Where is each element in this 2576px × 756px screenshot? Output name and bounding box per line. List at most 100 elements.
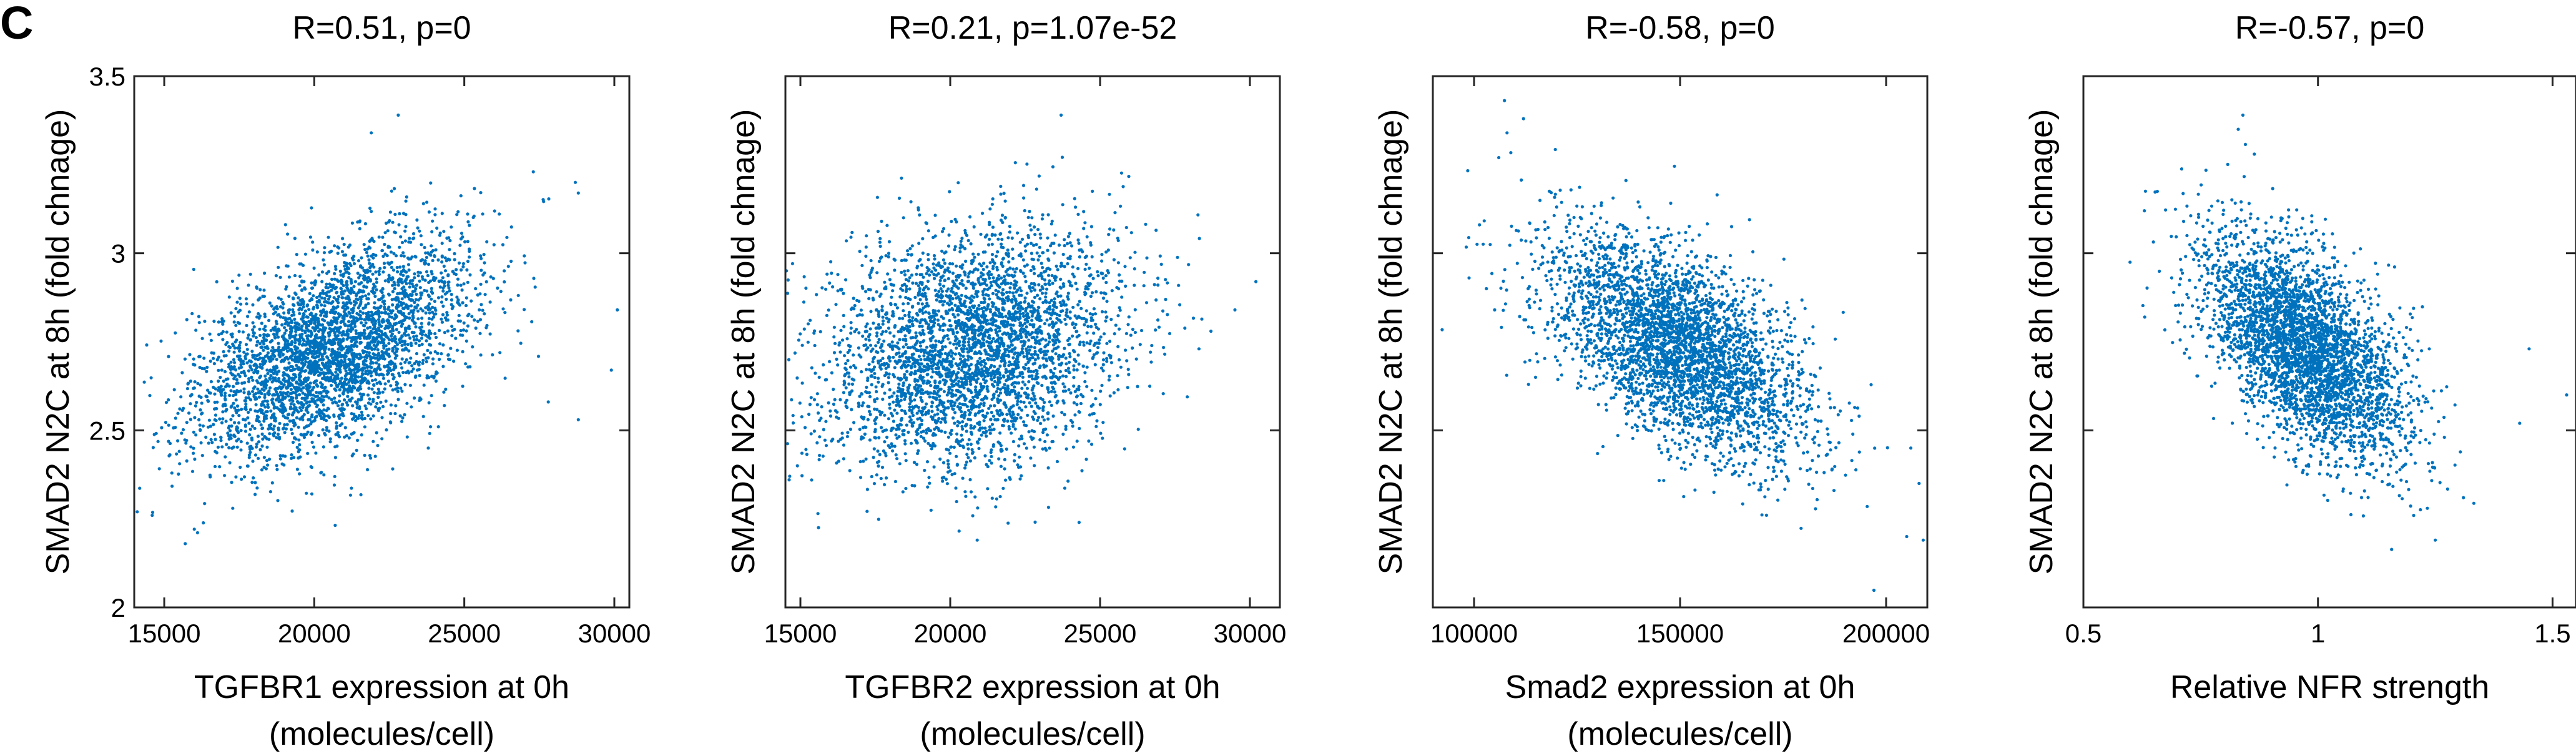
- scatter-point: [385, 428, 388, 432]
- scatter-point: [397, 371, 401, 375]
- scatter-points: [785, 113, 1258, 542]
- scatter-point: [303, 357, 307, 361]
- scatter-point: [287, 317, 290, 321]
- scatter-point: [337, 382, 342, 386]
- scatter-point: [1066, 292, 1070, 295]
- scatter-point: [483, 293, 487, 297]
- scatter-point: [263, 315, 267, 318]
- scatter-point: [399, 362, 403, 366]
- scatter-point: [262, 348, 265, 352]
- scatter-point: [311, 240, 315, 244]
- scatter-point: [440, 212, 444, 215]
- scatter-point: [172, 388, 176, 391]
- scatter-point: [415, 292, 418, 296]
- scatter-point: [917, 284, 920, 288]
- scatter-point: [1027, 380, 1031, 384]
- scatter-point: [232, 394, 235, 398]
- scatter-point: [297, 410, 300, 414]
- scatter-point: [293, 317, 297, 321]
- scatter-point: [379, 400, 383, 404]
- scatter-point: [360, 367, 364, 371]
- scatter-point: [424, 333, 428, 337]
- scatter-point: [1071, 334, 1074, 338]
- scatter-point: [297, 342, 302, 346]
- scatter-point: [461, 385, 465, 388]
- scatter-point: [997, 394, 1001, 398]
- scatter-point: [285, 386, 288, 390]
- scatter-point: [222, 319, 225, 323]
- scatter-point: [347, 336, 350, 340]
- scatter-point: [302, 305, 305, 309]
- scatter-point: [225, 330, 229, 334]
- scatter-point: [405, 401, 409, 405]
- scatter-point: [375, 277, 378, 281]
- scatter-point: [1067, 388, 1071, 391]
- scatter-point: [421, 361, 425, 365]
- scatter-point: [338, 394, 342, 398]
- scatter-point: [322, 263, 327, 267]
- scatter-point: [279, 297, 283, 301]
- scatter-point: [347, 320, 351, 323]
- scatter-point: [318, 411, 322, 415]
- scatter-point: [830, 439, 833, 443]
- scatter-point: [998, 391, 1003, 395]
- scatter-point: [1114, 323, 1118, 327]
- scatter-point: [878, 240, 882, 244]
- scatter-point: [947, 308, 951, 312]
- scatter-point: [926, 279, 930, 283]
- scatter-point: [336, 431, 340, 434]
- scatter-point: [240, 408, 243, 411]
- scatter-point: [265, 459, 269, 463]
- scatter-point: [410, 330, 414, 335]
- scatter-point: [438, 233, 442, 237]
- scatter-point: [322, 416, 325, 420]
- scatter-point: [443, 316, 448, 320]
- scatter-point: [960, 410, 963, 414]
- scatter-point: [1099, 390, 1103, 393]
- scatter-point: [430, 287, 433, 290]
- scatter-point: [405, 371, 408, 375]
- scatter-point: [282, 311, 286, 315]
- scatter-point: [1030, 331, 1035, 335]
- scatter-point: [337, 326, 340, 330]
- scatter-point: [381, 235, 385, 239]
- scatter-point: [454, 336, 458, 340]
- scatter-point: [215, 280, 219, 283]
- scatter-point: [414, 374, 418, 378]
- scatter-point: [1024, 249, 1028, 253]
- scatter-point: [301, 405, 305, 410]
- scatter-point: [905, 324, 909, 328]
- scatter-point: [291, 335, 295, 338]
- scatter-point: [1031, 391, 1035, 395]
- scatter-point: [1144, 301, 1149, 305]
- scatter-point: [953, 248, 956, 252]
- scatter-point: [1129, 231, 1133, 235]
- scatter-point: [963, 466, 967, 470]
- scatter-point: [273, 325, 277, 329]
- scatter-point: [905, 370, 909, 373]
- scatter-point: [342, 384, 346, 388]
- scatter-point: [164, 401, 169, 405]
- scatter-point: [281, 353, 285, 356]
- scatter-point: [916, 451, 920, 456]
- scatter-point: [1131, 328, 1135, 331]
- scatter-point: [946, 435, 950, 439]
- scatter-point: [433, 213, 437, 217]
- scatter-point: [394, 313, 398, 317]
- scatter-point: [312, 445, 316, 449]
- scatter-point: [990, 202, 994, 206]
- scatter-point: [268, 490, 272, 494]
- scatter-point: [400, 312, 404, 316]
- scatter-point: [275, 372, 279, 376]
- scatter-point: [335, 362, 338, 366]
- scatter-point: [151, 446, 155, 449]
- scatter-point: [315, 336, 319, 340]
- scatter-point: [292, 373, 296, 376]
- scatter-point: [328, 437, 332, 441]
- scatter-point: [302, 312, 305, 316]
- scatter-point: [358, 406, 361, 411]
- scatter-point: [309, 433, 313, 436]
- scatter-point: [531, 170, 535, 174]
- scatter-point: [359, 300, 363, 304]
- scatter-point: [1026, 413, 1030, 417]
